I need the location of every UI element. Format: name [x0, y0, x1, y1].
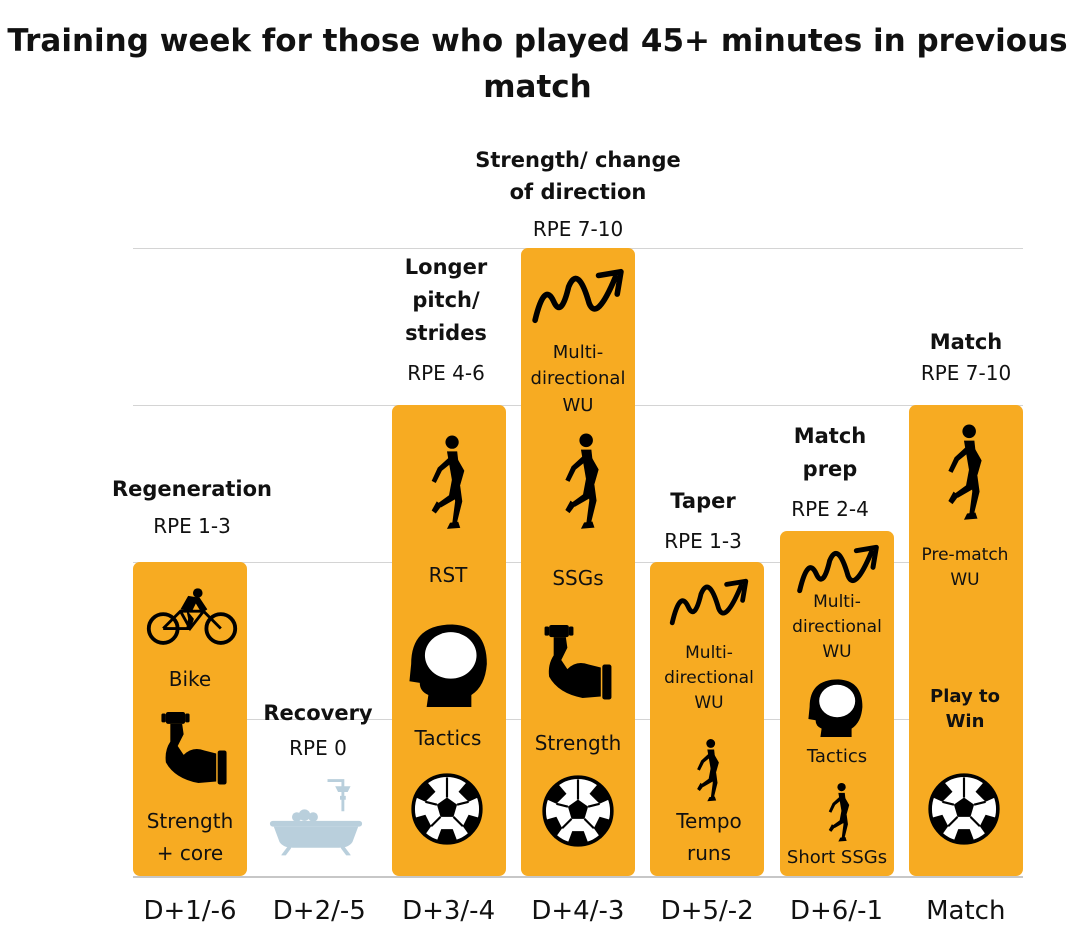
soccer-ball-icon [542, 775, 614, 847]
head-icon [406, 617, 492, 711]
x-tick-label: D+5/-2 [660, 896, 754, 926]
x-tick-label: Match [926, 896, 1006, 926]
runner-icon [824, 782, 854, 846]
bike-label: Bike [168, 667, 212, 691]
heading-match-prep-1: Match [793, 424, 867, 448]
rpe-match-prep: RPE 2-4 [791, 497, 869, 521]
tempo-runs-label-1: Tempo [676, 809, 742, 833]
zigzag-arrow-icon [794, 544, 882, 594]
chart-title: Training week for those who played 45+ m… [7, 23, 1068, 105]
taper-wu-label-1: Multi- [685, 643, 733, 663]
cyclist-icon [144, 575, 240, 659]
x-tick-label: D+4/-3 [531, 896, 625, 926]
heading-strength-cod-1: Strength/ change [475, 148, 681, 172]
zigzag-arrow-icon [528, 268, 628, 324]
strength-label: Strength [534, 731, 622, 755]
play-to-win-label-1: Play to [930, 686, 1000, 707]
heading-longer-pitch-1: Longer [404, 255, 488, 279]
pre-match-wu-label-2: WU [950, 570, 980, 590]
x-tick-label: D+1/-6 [143, 896, 237, 926]
match-prep-wu-label-1: Multi- [813, 592, 861, 612]
heading-regeneration: Regeneration [111, 477, 273, 501]
multidirectional-wu-label-3: WU [562, 395, 594, 416]
bar-d-5-2 [650, 562, 765, 876]
heading-longer-pitch-3: strides [405, 321, 487, 345]
heading-match-prep-2: prep [802, 457, 858, 481]
head-icon [806, 676, 866, 738]
multidirectional-wu-label-2: directional [530, 368, 626, 389]
rpe-recovery: RPE 0 [289, 736, 347, 760]
rpe-taper: RPE 1-3 [664, 529, 742, 553]
rst-label: RST [428, 563, 468, 587]
runner-icon [692, 738, 724, 806]
x-tick-label: D+3/-4 [402, 896, 496, 926]
runner-icon [942, 423, 988, 527]
bathtub-icon [268, 770, 364, 864]
zigzag-arrow-icon [666, 578, 752, 626]
x-axis-line [133, 876, 1023, 878]
tempo-runs-label-2: runs [687, 841, 731, 865]
tactics-label: Tactics [414, 726, 482, 750]
runner-icon [560, 432, 604, 536]
taper-wu-label-3: WU [694, 693, 724, 713]
rpe-regeneration: RPE 1-3 [153, 514, 231, 538]
soccer-ball-icon [928, 773, 1000, 845]
strength-core-label-1: Strength [146, 809, 234, 833]
match-prep-wu-label-3: WU [822, 642, 852, 662]
runner-icon [426, 434, 470, 536]
x-tick-label: D+6/-1 [789, 896, 884, 926]
match-prep-tactics-label: Tactics [806, 746, 868, 767]
play-to-win-label-2: Win [945, 711, 985, 732]
pre-match-wu-label-1: Pre-match [921, 545, 1009, 565]
short-ssgs-label: Short SSGs [786, 847, 888, 868]
rpe-match: RPE 7-10 [920, 361, 1012, 385]
flexed-arm-icon [157, 708, 231, 790]
rpe-strength-cod: RPE 7-10 [532, 217, 624, 241]
heading-longer-pitch-2: pitch/ [412, 288, 480, 312]
heading-recovery: Recovery [263, 701, 373, 725]
match-prep-wu-label-2: directional [792, 617, 882, 637]
ssgs-label: SSGs [552, 566, 604, 590]
rpe-longer-pitch: RPE 4-6 [407, 361, 485, 385]
heading-match: Match [929, 330, 1003, 354]
taper-wu-label-2: directional [664, 668, 754, 688]
bar-d-4-3 [520, 248, 635, 876]
heading-taper: Taper [670, 489, 736, 513]
flexed-arm-icon [540, 621, 616, 705]
strength-core-label-2: + core [156, 841, 224, 865]
multidirectional-wu-label-1: Multi- [552, 342, 604, 363]
heading-strength-cod-2: of direction [509, 180, 647, 204]
soccer-ball-icon [411, 773, 483, 845]
x-tick-label: D+2/-5 [272, 896, 366, 926]
